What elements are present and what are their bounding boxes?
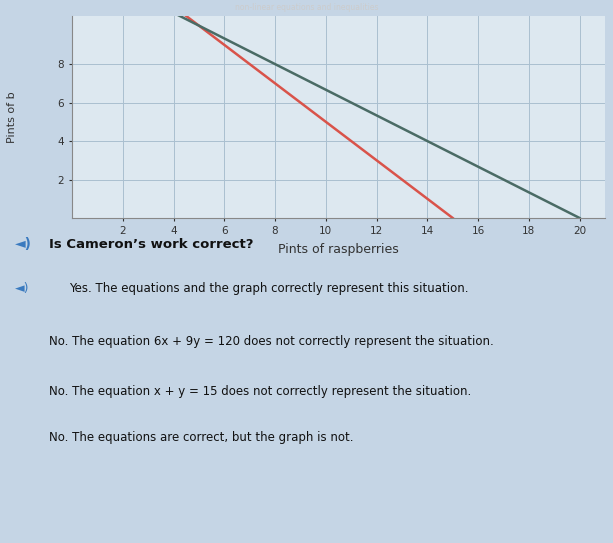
Text: No. The equation 6x + 9y = 120 does not correctly represent the situation.: No. The equation 6x + 9y = 120 does not …	[48, 334, 493, 348]
Text: ◄): ◄)	[15, 281, 29, 294]
Text: Is Cameron’s work correct?: Is Cameron’s work correct?	[49, 237, 254, 250]
X-axis label: Pints of raspberries: Pints of raspberries	[278, 243, 399, 256]
Text: No. The equation x + y = 15 does not correctly represent the situation.: No. The equation x + y = 15 does not cor…	[48, 386, 471, 399]
Text: Pints of b: Pints of b	[7, 91, 17, 143]
Text: non-linear equations and inequalities: non-linear equations and inequalities	[235, 3, 378, 12]
Text: ◄): ◄)	[15, 237, 32, 251]
Text: No. The equations are correct, but the graph is not.: No. The equations are correct, but the g…	[48, 432, 353, 445]
Text: Yes. The equations and the graph correctly represent this situation.: Yes. The equations and the graph correct…	[69, 281, 469, 294]
